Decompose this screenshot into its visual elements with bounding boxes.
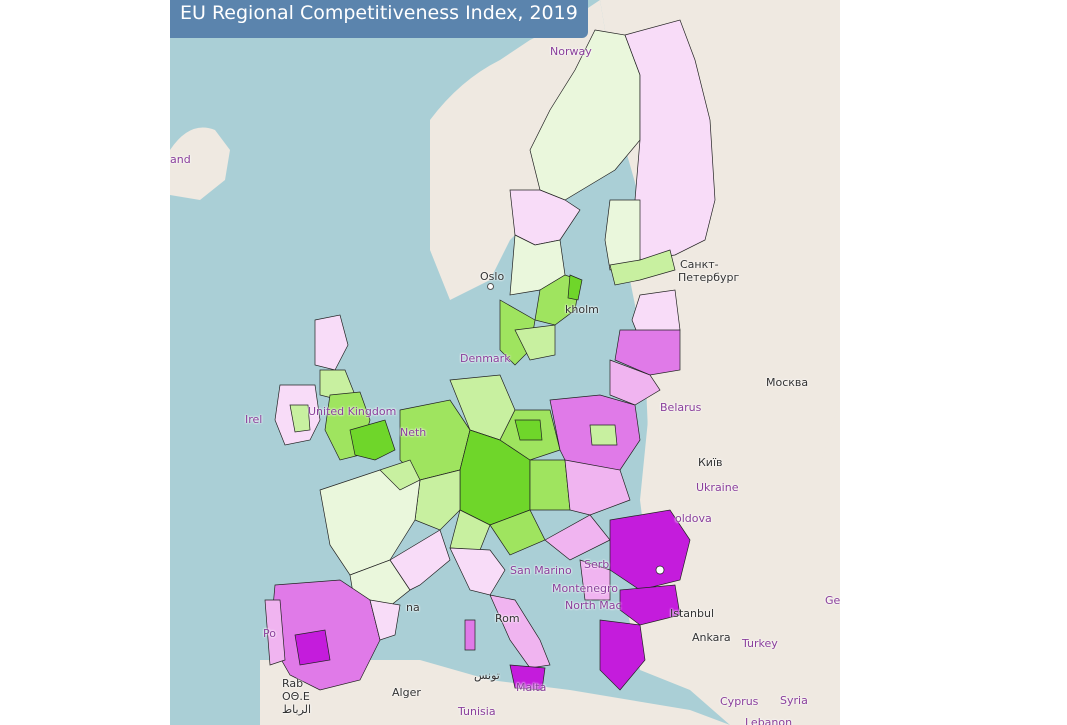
southeast-regions [579,509,691,691]
label-denmark: Denmark [460,352,511,365]
region[interactable] [589,424,618,446]
label-moldova: oldova [675,512,712,525]
region[interactable] [579,559,611,601]
region[interactable] [609,359,661,406]
region[interactable] [314,314,349,371]
region[interactable] [449,547,506,596]
label-kyiv: Київ [698,456,723,469]
region[interactable] [564,459,631,516]
iberia-regions [264,579,401,691]
label-st-petersburg-2: Петербург [678,271,740,284]
region[interactable] [604,199,641,271]
label-norway: Norway [550,45,592,58]
region[interactable] [509,664,546,691]
label-moscow: Москва [766,376,809,389]
label-uk: United Kingdom [308,405,397,418]
label-ukraine: Ukraine [696,481,739,494]
map-title: EU Regional Competitiveness Index, 2019 [170,0,588,38]
region[interactable] [614,329,681,376]
region[interactable] [389,529,451,591]
region[interactable] [529,459,571,511]
region[interactable] [294,629,331,666]
label-alger: Alger [392,686,421,699]
region[interactable] [624,19,716,261]
label-rabat-1: Rab [282,677,304,690]
region[interactable] [599,619,646,691]
label-rabat-2: ΟΘ.Ε [282,690,310,703]
label-rabat-3: الرباط [282,703,312,716]
region[interactable] [264,599,286,666]
region[interactable] [544,514,611,561]
label-san-marino: San Marino [510,564,572,577]
label-cyprus: Cyprus [720,695,759,708]
region[interactable] [509,189,581,246]
label-ireland: Irel [245,413,263,426]
label-roma: Rom [495,612,520,625]
label-north-macedonia: North Mac [565,599,622,612]
label-montenegro: Montenegro [552,582,619,595]
region[interactable] [379,459,421,491]
label-serbia: Serb [584,558,610,571]
italy-regions [449,547,551,691]
baltic-regions [609,289,681,406]
label-stockholm: kholm [565,303,599,316]
label-malta: Malta [516,681,547,694]
map-canvas[interactable]: EU Regional Competitiveness Index, 2019 … [170,0,840,725]
region[interactable] [609,249,676,286]
label-syria: Syria [780,694,808,707]
label-ankara: Ankara [692,631,731,644]
label-iceland: and [170,153,191,166]
label-barcelona: na [406,601,420,614]
region[interactable] [619,584,681,626]
city-dot-oslo [487,283,494,290]
label-turkey: Turkey [742,637,778,650]
region[interactable] [289,404,311,433]
poland-regions [544,394,641,561]
label-tunis: تونس [474,669,500,682]
region[interactable] [369,599,401,641]
region[interactable] [567,274,583,301]
scandinavia-regions [499,19,716,366]
british-isles-regions [274,314,396,461]
label-belarus: Belarus [660,401,702,414]
label-netherlands: Neth [400,426,427,439]
central-europe-regions [399,374,571,556]
label-istanbul: Istanbul [670,607,715,620]
region[interactable] [489,594,551,669]
label-lebanon: Lebanon [745,716,793,725]
label-georgia: Ge [825,594,840,607]
choropleth-map[interactable] [170,0,840,725]
region[interactable] [464,619,476,651]
label-oslo: Oslo [480,270,505,283]
region[interactable] [514,419,543,441]
region[interactable] [349,419,396,461]
label-tunisia: Tunisia [458,705,496,718]
region[interactable] [514,324,556,361]
label-st-petersburg-1: Санкт- [680,258,719,271]
label-portugal: Po [263,627,276,640]
